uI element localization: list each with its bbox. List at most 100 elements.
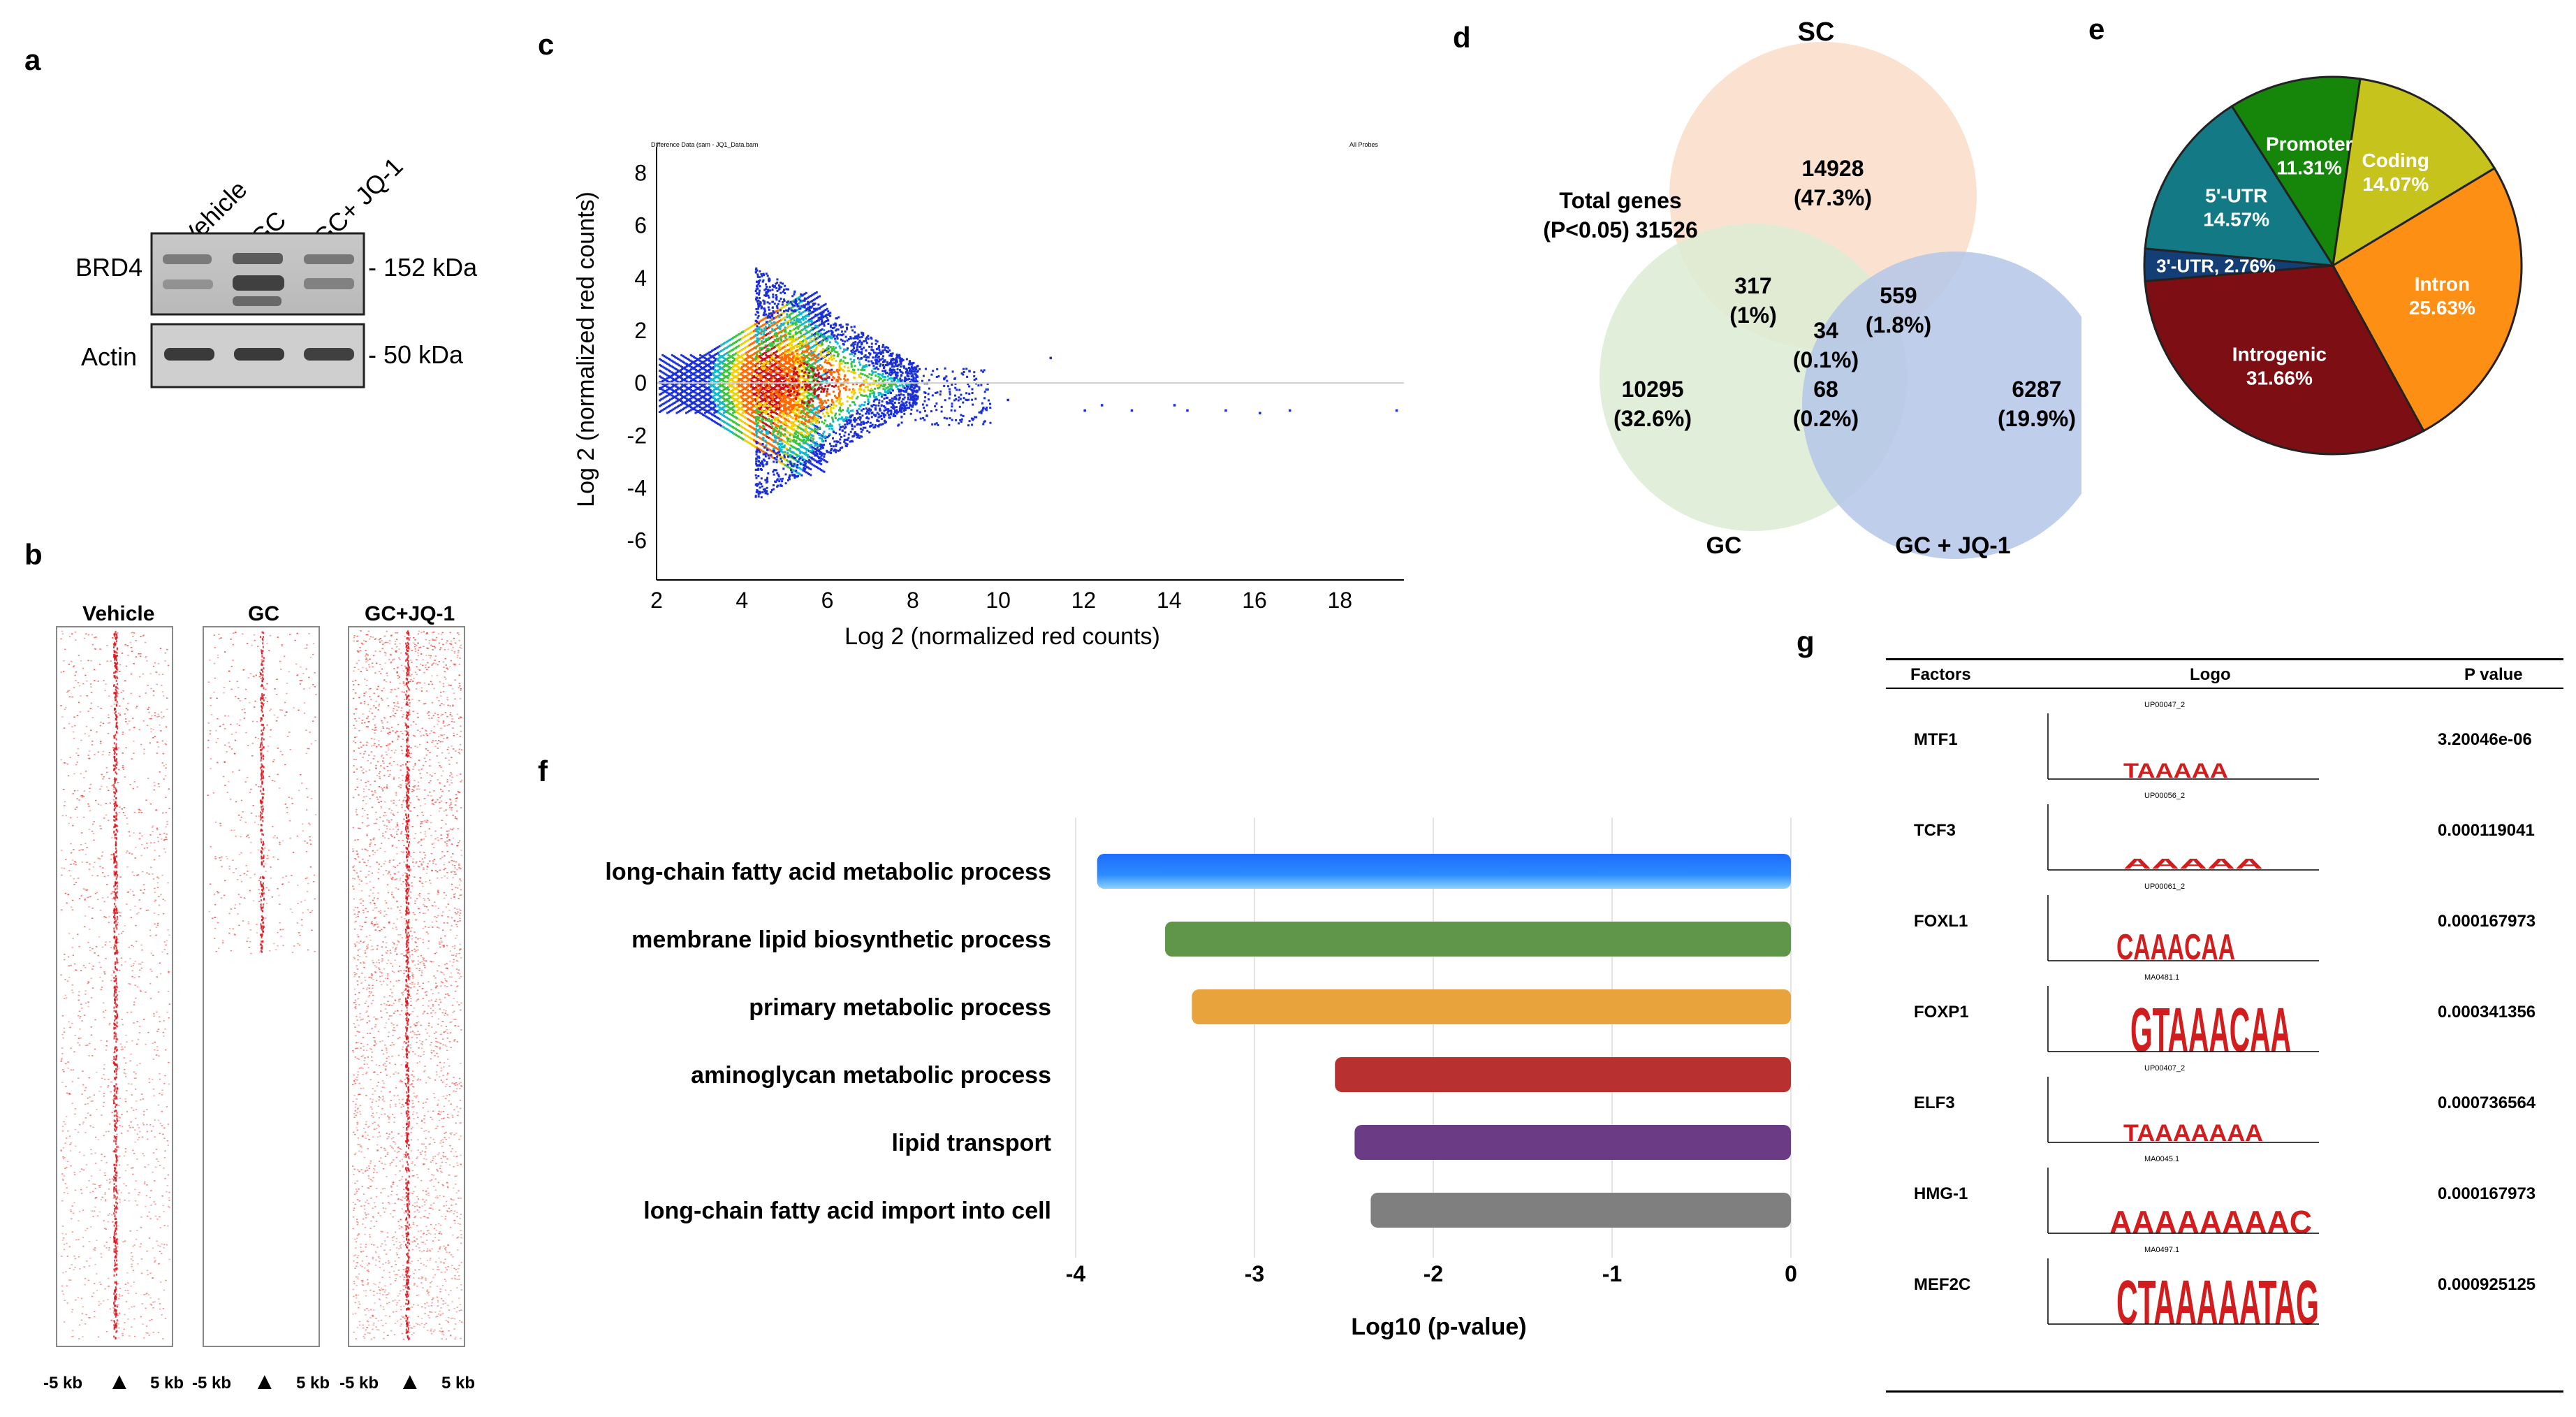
bar [1370,1193,1791,1228]
venn-set-jq: GC + JQ-1 [1895,532,2010,559]
motif-logo: TAAAAA [2047,713,2319,783]
heatmap-title-gc: GC [248,602,279,625]
pie-slice [2331,166,2523,433]
heatmap-vehicle [56,626,173,1347]
region-sc-gc-pct: (1%) [1729,303,1777,328]
brd4-size: 152 kDa [383,253,478,282]
pie-slices [2143,75,2523,456]
bar-x-axis-label: Log10 (p-value) [1351,1314,1526,1340]
logo-id: MA0045.1 [2144,1155,2180,1163]
heatmap-title-vehicle: Vehicle [82,602,155,625]
p-value: 0.000736564 [2438,1093,2536,1112]
tss-arrow-gc: ▲ [253,1368,277,1395]
brd4-size-marker: - 152 kDa [368,253,478,282]
heatmap-dots [352,630,463,1341]
region-sc-jq-count: 559 [1880,283,1917,308]
y-tick-label: -2 [627,423,647,448]
motif-sequence: CAAACAA [2116,927,2235,968]
y-tick-label: 2 [634,318,647,343]
actin-size: 50 kDa [383,340,464,369]
scatter-axes: 2 4 6 8 10 12 14 16 18 8 6 4 2 0 -2 -4 -6 [627,147,1404,613]
y-tick-label: -4 [627,475,647,500]
axis-right-gcjq1: 5 kb [441,1374,476,1393]
x-tick-label: 0 [1785,1261,1797,1286]
outlier-point [1224,409,1227,412]
x-tick-label: 14 [1157,588,1182,613]
table-row: FOXL1 UP00061_2 CAAACAA 0.000167973 [1886,882,2570,982]
table-bottom-rule [1886,1390,2563,1393]
motif-sequence: AAAAA [2123,857,2263,872]
actin-size-marker: - 50 kDa [368,340,464,369]
bar-gridlines [1075,818,1792,1258]
x-tick-label: 12 [1071,588,1097,613]
x-tick-label: -1 [1602,1261,1622,1286]
factor-name: MEF2C [1914,1275,1971,1294]
logo-id: UP00047_2 [2144,701,2186,709]
factor-name: MTF1 [1914,730,1958,749]
category-label: long-chain fatty acid metabolic process [605,859,1051,885]
p-value: 0.000119041 [2438,821,2535,840]
tiny-title-left: Difference Data (sam - JQ1_Data.bam [651,141,758,148]
p-value: 3.20046e-06 [2438,730,2532,749]
x-tick-label: 6 [821,588,834,613]
table-header-rule [1886,688,2563,689]
factor-name: TCF3 [1914,821,1956,840]
x-tick-label: 4 [736,588,748,613]
factor-name: FOXL1 [1914,912,1968,931]
bar [1335,1057,1791,1092]
row-label-brd4: BRD4 [75,253,143,282]
outlier-point [1049,356,1052,360]
region-all-count: 34 [1813,318,1838,343]
pie-chart: Promoter 11.31% Coding 14.07% Intron 25.63% In… [2143,75,2523,456]
category-label: long-chain fatty acid import into cell [643,1198,1051,1224]
pie-labels: Promoter 11.31% Coding 14.07% Intron 25.63% In… [2156,133,2475,389]
axis-left-gc: -5 kb [192,1374,232,1393]
logo-id: MA0497.1 [2144,1246,2180,1254]
logo-id: MA0481.1 [2144,973,2180,982]
axis-left-gcjq1: -5 kb [339,1374,379,1393]
table-top-rule [1886,658,2563,660]
p-value: 0.000167973 [2438,912,2536,931]
y-tick-label: 6 [634,213,647,238]
outlier-point [1288,409,1291,412]
outlier-point [1259,412,1261,414]
x-tick-label: 18 [1327,588,1352,613]
factor-name: FOXP1 [1914,1003,1969,1022]
pie-label: Intron 25.63% [2409,273,2475,319]
bar [1192,989,1791,1024]
outlier-point [1186,409,1189,412]
panel-label-d: d [1453,21,1471,54]
category-label: primary metabolic process [749,994,1051,1021]
p-value: 0.000167973 [2438,1184,2536,1203]
motif-sequence: GTAAACAA [2130,996,2291,1059]
bar [1097,854,1791,889]
y-tick-label: 8 [634,161,647,186]
motif-logo: GTAAACAA [2047,986,2319,1059]
category-label: membrane lipid biosynthetic process [631,926,1051,953]
category-labels: long-chain fatty acid metabolic process m… [605,859,1051,1224]
pie-label: 3'-UTR, 2.76% [2156,255,2276,276]
tss-arrow-gcjq1: ▲ [398,1368,422,1395]
motif-logo: AAAAA [2047,804,2319,872]
pie-slice [2332,78,2496,268]
outlier-point [1130,409,1134,412]
total-genes-line1: Total genes [1559,188,1681,213]
heatmap-dots [60,630,170,1339]
motif-logo: AAAAAAAAC [2047,1168,2319,1240]
heatmap-gcjq1 [348,626,465,1347]
venn-set-sc: SC [1798,17,1835,47]
header-pvalue: P value [2464,665,2523,684]
outlier-point [1007,398,1009,402]
venn-diagram: SC GC GC + JQ-1 Total genes (P<0.05) 315… [1543,17,2081,559]
pie-slice [2144,104,2335,267]
x-tick-label: -2 [1424,1261,1443,1286]
factor-name: ELF3 [1914,1093,1955,1112]
table-row: TCF3 UP00056_2 AAAAA 0.000119041 [1886,792,2570,891]
heatmap-dots [207,631,317,954]
x-tick-label: 10 [986,588,1011,613]
region-gc-jq-pct: (0.2%) [1793,406,1859,431]
tiny-title-right: All Probes [1349,141,1379,148]
region-sc-count: 14928 [1802,156,1864,181]
bars [1097,854,1791,1228]
heatmap-title-gcjq1: GC+JQ-1 [365,602,455,625]
